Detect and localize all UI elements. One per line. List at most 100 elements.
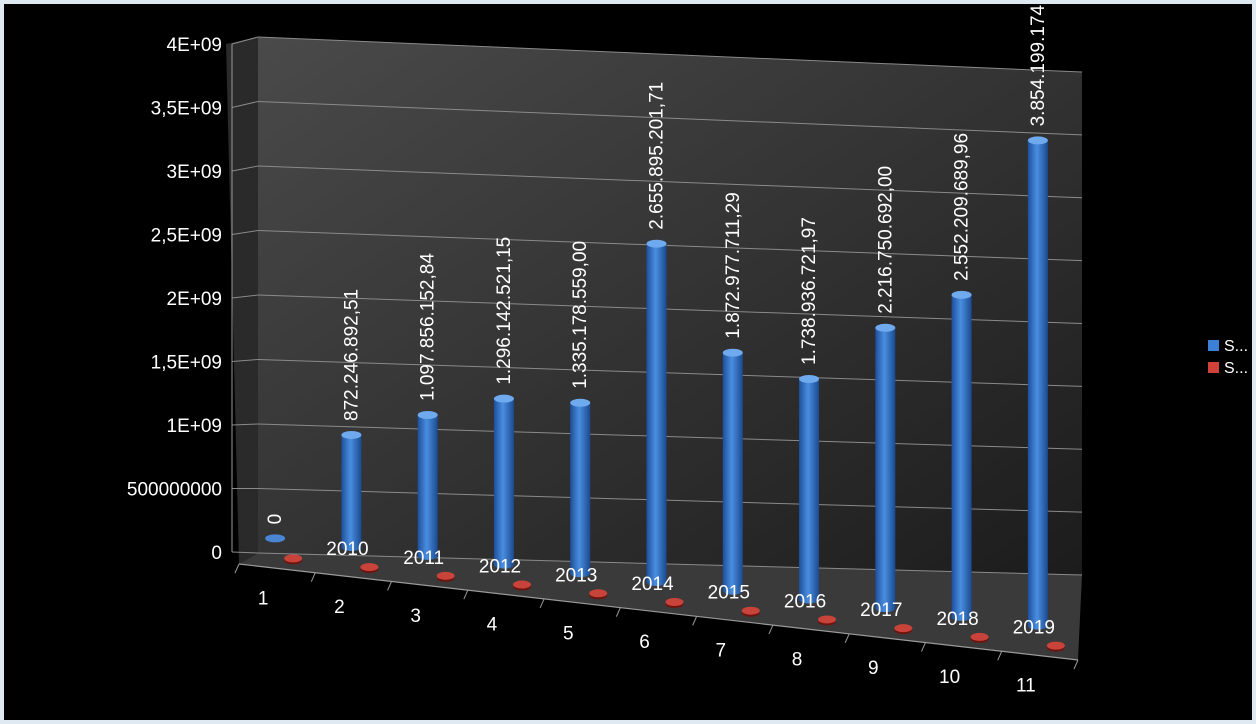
red-data-label-10: 2018 — [936, 609, 978, 630]
blue-bar-5 — [570, 398, 591, 578]
x-tick-mark-5 — [615, 607, 621, 617]
x-tick-label-10: 10 — [939, 667, 960, 688]
red-bar-top-1 — [284, 554, 303, 563]
blue-bar-6 — [646, 239, 667, 586]
blue-bar-10 — [951, 290, 972, 621]
gridline-side-3 — [231, 359, 259, 362]
red-data-label-6: 2014 — [631, 574, 674, 595]
blue-bar-5-top — [570, 398, 591, 407]
blue-bar-9-body — [875, 327, 896, 613]
red-bar-10 — [970, 632, 989, 643]
red-bar-11 — [1046, 641, 1065, 652]
x-tick-label-7: 7 — [715, 641, 726, 662]
blue-data-label-9: 2.216.750.692,00 — [875, 166, 896, 314]
gridline-side-7 — [231, 101, 259, 108]
red-bar-top-2 — [360, 563, 379, 572]
red-bar-top-7 — [741, 606, 760, 615]
gridline-side-6 — [231, 165, 259, 172]
blue-data-label-5: 1.335.178.559,00 — [570, 241, 591, 389]
blue-bar-7 — [722, 348, 743, 595]
red-bar-6 — [665, 598, 684, 608]
y-tick-label-2: 1E+09 — [167, 416, 222, 437]
x-tick-mark-1 — [310, 572, 316, 582]
red-bar-top-3 — [436, 571, 455, 580]
blue-data-label-6: 2.655.895.201,71 — [647, 82, 668, 230]
blue-bar-2-top — [341, 430, 362, 439]
gridline-side-2 — [231, 423, 259, 426]
x-tick-label-3: 3 — [410, 606, 421, 627]
gridline-8 — [257, 36, 1083, 73]
gridline-1 — [257, 488, 1083, 513]
red-bar-7 — [741, 606, 760, 617]
x-tick-label-8: 8 — [792, 649, 803, 670]
red-bar-top-11 — [1046, 641, 1065, 650]
legend-label-1: S... — [1224, 338, 1248, 355]
blue-data-label-4: 1.296.142.521,15 — [494, 237, 515, 385]
red-bar-4 — [512, 580, 531, 591]
red-bar-top-4 — [512, 580, 531, 589]
red-data-label-8: 2016 — [784, 591, 826, 612]
red-bar-top-10 — [970, 632, 989, 641]
y-tick-label-0: 0 — [211, 543, 222, 564]
blue-bar-9-top — [875, 323, 896, 332]
x-tick-mark-2 — [387, 581, 393, 591]
x-axis-line — [238, 563, 1079, 661]
x-tick-label-4: 4 — [487, 615, 498, 636]
red-bar-top-5 — [589, 589, 608, 598]
red-data-label-4: 2012 — [479, 557, 521, 578]
red-bar-8 — [818, 615, 837, 626]
gridline-side-4 — [231, 294, 259, 299]
chart-svg: 0 500000000 1E+09 1,5E+09 2E+09 2,5E+09 3E+09 3… — [127, 4, 1248, 697]
red-data-label-2: 2010 — [326, 539, 368, 560]
gridline-7 — [257, 101, 1083, 136]
blue-bar-4 — [493, 394, 514, 569]
x-tick-mark-6 — [692, 616, 698, 626]
x-tick-mark-8 — [844, 633, 850, 644]
y-tick-label-6: 3E+09 — [167, 162, 222, 183]
x-tick-mark-4 — [539, 598, 545, 609]
blue-data-label-2: 872.246.892,51 — [341, 289, 362, 421]
blue-bar-10-top — [951, 290, 972, 299]
gridline-6 — [257, 165, 1083, 199]
red-bar-5 — [589, 589, 608, 600]
red-data-label-11: 2019 — [1013, 618, 1055, 639]
x-tick-mark-0 — [234, 563, 240, 574]
x-tick-label-6: 6 — [639, 632, 650, 653]
blue-bar-2-body — [341, 434, 362, 552]
red-bar-1 — [284, 554, 303, 565]
gridline-side-8 — [231, 36, 259, 45]
gridline-5 — [257, 230, 1083, 262]
x-tick-label-9: 9 — [868, 658, 879, 679]
x-tick-mark-3 — [463, 589, 469, 600]
gridline-4 — [257, 294, 1083, 324]
legend-swatch-2 — [1208, 362, 1219, 373]
x-tick-label-2: 2 — [334, 597, 345, 618]
blue-bar-2 — [341, 430, 362, 552]
blue-data-label-11: 3.854.199.174,34 — [1028, 4, 1049, 126]
blue-data-label-3: 1.097.856.152,84 — [418, 253, 439, 401]
red-data-label-3: 2011 — [403, 548, 444, 569]
gridline-3 — [257, 359, 1083, 387]
blue-bar-3-body — [417, 415, 438, 560]
x-tick-label-1: 1 — [258, 588, 269, 609]
x-tick-label-11: 11 — [1016, 676, 1036, 697]
blue-bar-3-top — [417, 411, 438, 420]
blue-bar-8-body — [799, 378, 820, 604]
blue-bar-8 — [799, 374, 820, 604]
blue-data-label-1: 0 — [265, 514, 286, 525]
red-data-label-9: 2017 — [860, 600, 902, 621]
blue-bar-11-body — [1027, 140, 1048, 630]
blue-bar-9 — [875, 323, 896, 613]
red-bar-top-9 — [894, 624, 913, 633]
x-tick-mark-10 — [997, 651, 1003, 661]
blue-bar-5-body — [570, 402, 591, 578]
blue-bar-11-top — [1027, 136, 1048, 145]
legend-label-2: S... — [1224, 360, 1248, 377]
red-data-label-5: 2013 — [555, 565, 597, 586]
y-tick-label-8: 4E+09 — [167, 35, 222, 56]
blue-data-label-7: 1.872.977.711,29 — [723, 192, 744, 339]
gridline-0 — [257, 552, 1083, 576]
x-tick-mark-9 — [920, 642, 926, 652]
red-bar-top-6 — [665, 598, 684, 606]
gridline-2 — [257, 423, 1083, 450]
